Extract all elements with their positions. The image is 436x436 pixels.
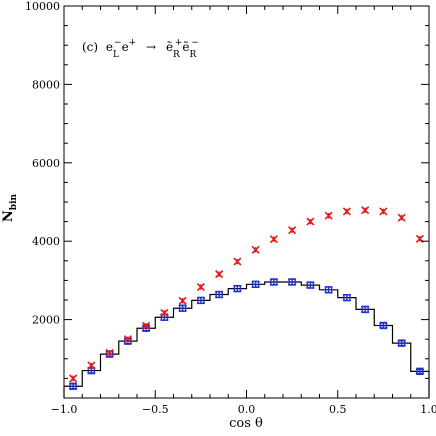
y-tick-label: 8000 — [32, 78, 60, 91]
plot-frame — [63, 5, 430, 399]
blue-data-point — [197, 296, 205, 305]
histogram-line — [63, 281, 430, 398]
red-data-point — [361, 206, 370, 215]
y-tick-label: 10000 — [25, 0, 60, 13]
x-tick-label: −1.0 — [51, 403, 78, 416]
red-data-point — [342, 207, 351, 216]
blue-data-point — [361, 305, 369, 314]
red-data-point — [160, 308, 169, 318]
red-data-point — [123, 335, 132, 344]
blue-data-point — [379, 321, 388, 330]
blue-data-point — [69, 382, 77, 390]
blue-data-point — [397, 339, 406, 347]
x-tick-label: 1.0 — [420, 403, 436, 416]
y-axis-label: Nbin — [1, 193, 19, 222]
red-data-point — [324, 211, 333, 220]
axes: −1.0 −0.5 0.0 0.5 1.0 2000 4000 6000 8000 10000 — [25, 0, 436, 416]
red-data-point — [397, 213, 406, 222]
blue-data-point — [270, 278, 278, 286]
blue-data-point — [324, 286, 333, 294]
red-data-point — [288, 226, 297, 235]
red-data-point — [269, 235, 278, 244]
blue-data-point — [215, 290, 223, 299]
red-data-point — [233, 257, 242, 266]
red-data-point — [215, 270, 224, 279]
blue-data-point — [178, 304, 187, 312]
red-data-point — [196, 282, 205, 292]
blue-data-point — [233, 284, 242, 293]
blue-data-point — [306, 281, 315, 289]
x-tick-label: 0.0 — [238, 403, 256, 416]
y-tick-label: 2000 — [32, 314, 60, 327]
red-data-point — [306, 217, 315, 226]
y-tick-label: 6000 — [32, 157, 60, 170]
plot-area — [63, 206, 430, 398]
x-axis-label: cos θ — [229, 416, 263, 431]
red-data-point — [105, 348, 114, 357]
blue-data-point — [251, 280, 260, 289]
x-tick-label: 0.5 — [329, 403, 347, 416]
red-data-point — [379, 207, 388, 216]
red-data-point — [142, 321, 151, 330]
red-data-point — [415, 234, 424, 243]
blue-data-point — [416, 367, 424, 376]
y-tick-label: 4000 — [32, 235, 60, 248]
x-tick-label: −0.5 — [142, 403, 169, 416]
red-data-point — [69, 374, 78, 383]
panel-annotation: (c) eL−e+ → ẽR+ẽR− — [82, 34, 199, 60]
blue-data-point — [343, 293, 351, 302]
red-data-point — [87, 361, 96, 370]
red-data-point — [251, 245, 260, 254]
red-data-point — [178, 296, 187, 305]
blue-data-point — [288, 278, 296, 286]
